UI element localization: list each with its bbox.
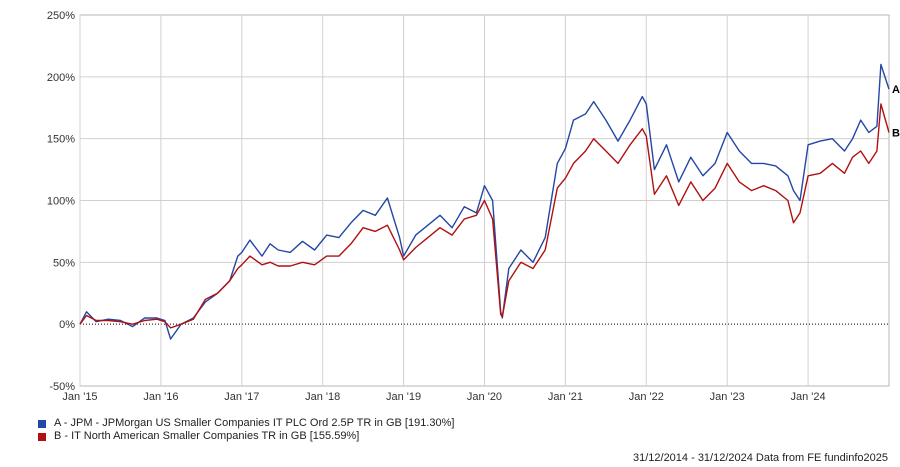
legend-item-b: B - IT North American Smaller Companies … xyxy=(38,430,454,443)
x-tick-label: Jan '22 xyxy=(629,391,664,403)
legend-item-a: A - JPM - JPMorgan US Smaller Companies … xyxy=(38,417,454,430)
x-tick-label: Jan '17 xyxy=(224,391,259,403)
x-tick-label: Jan '15 xyxy=(62,391,97,403)
legend-label-b: B - IT North American Smaller Companies … xyxy=(54,430,360,442)
y-tick-label: 50% xyxy=(53,257,75,269)
x-tick-label: Jan '18 xyxy=(305,391,340,403)
legend-swatch-a xyxy=(38,419,46,428)
series-line-b xyxy=(79,103,890,329)
x-tick-label: Jan '16 xyxy=(143,391,178,403)
x-tick-label: Jan '21 xyxy=(548,391,583,403)
data-source-footer: 31/12/2014 - 31/12/2024 Data from FE fun… xyxy=(632,452,888,464)
y-tick-label: 100% xyxy=(47,196,75,208)
y-tick-label: 150% xyxy=(47,134,75,146)
series-end-label-a: A xyxy=(892,84,900,96)
x-tick-label: Jan '24 xyxy=(791,391,826,403)
series-end-label-b: B xyxy=(892,127,900,139)
x-tick-label: Jan '20 xyxy=(467,391,502,403)
legend-label-a: A - JPM - JPMorgan US Smaller Companies … xyxy=(54,417,455,429)
y-tick-label: 0% xyxy=(59,319,75,331)
x-tick-label: Jan '23 xyxy=(710,391,745,403)
y-tick-label: 250% xyxy=(47,10,75,22)
legend: A - JPM - JPMorgan US Smaller Companies … xyxy=(38,417,454,443)
y-tick-label: -50% xyxy=(49,381,75,393)
x-tick-label: Jan '19 xyxy=(386,391,421,403)
legend-swatch-b xyxy=(38,432,46,441)
y-tick-label: 200% xyxy=(47,72,75,84)
line-chart: 250% 200% 150% 100% 50% 0% -50%Jan '15 Jan '16 J… xyxy=(47,10,900,403)
